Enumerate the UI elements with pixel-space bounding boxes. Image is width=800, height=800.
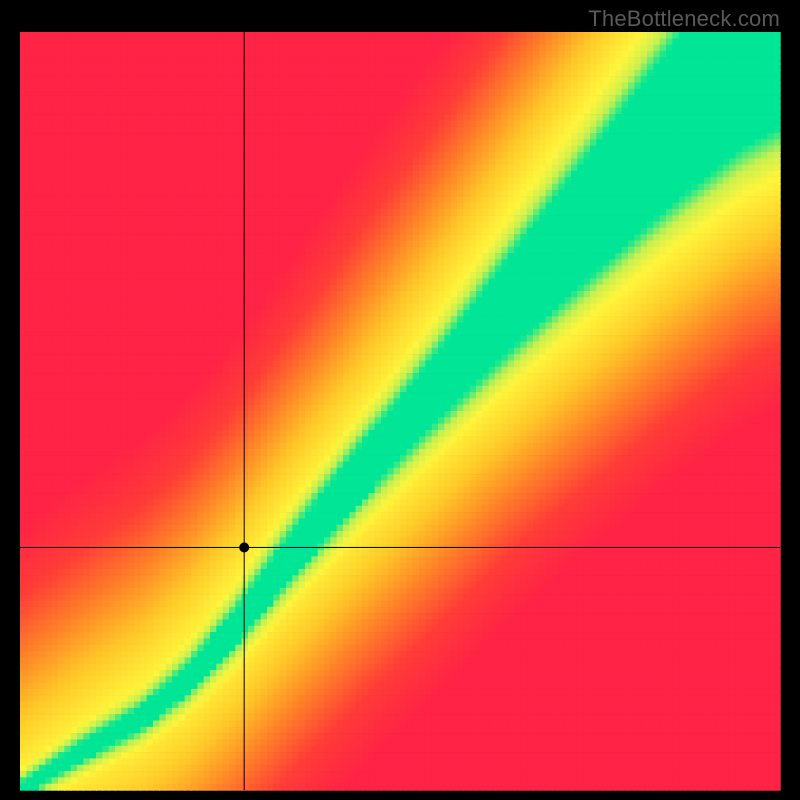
watermark-text: TheBottleneck.com	[588, 6, 780, 32]
bottleneck-heatmap	[0, 0, 800, 800]
